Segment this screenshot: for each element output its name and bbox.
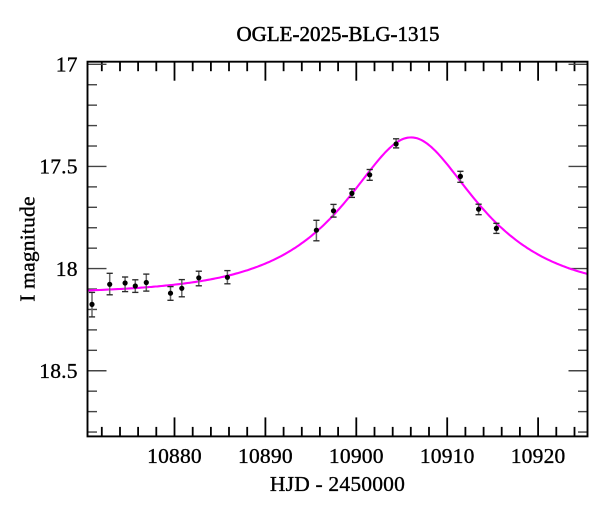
svg-text:17: 17 bbox=[56, 53, 78, 77]
svg-text:10920: 10920 bbox=[511, 444, 566, 468]
svg-text:10900: 10900 bbox=[329, 444, 384, 468]
svg-text:18.5: 18.5 bbox=[39, 359, 77, 383]
svg-text:17.5: 17.5 bbox=[39, 155, 77, 179]
svg-text:10910: 10910 bbox=[420, 444, 475, 468]
svg-text:10880: 10880 bbox=[147, 444, 202, 468]
svg-text:OGLE-2025-BLG-1315: OGLE-2025-BLG-1315 bbox=[237, 22, 440, 46]
svg-text:18: 18 bbox=[56, 257, 78, 281]
svg-text:10890: 10890 bbox=[238, 444, 293, 468]
svg-text:I magnitude: I magnitude bbox=[15, 196, 39, 302]
svg-text:HJD - 2450000: HJD - 2450000 bbox=[270, 472, 405, 496]
